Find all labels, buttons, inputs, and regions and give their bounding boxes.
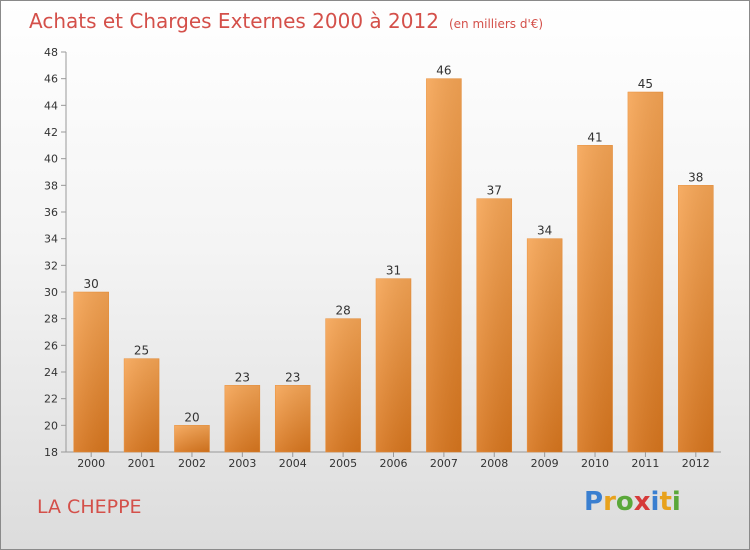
logo-letter: t	[659, 487, 672, 517]
place-name: LA CHEPPE	[37, 496, 142, 518]
x-tick-label: 2005	[329, 457, 357, 470]
chart-title: Achats et Charges Externes 2000 à 2012 (e…	[29, 9, 543, 33]
bar-shading	[426, 78, 462, 453]
x-tick-label: 2009	[531, 457, 559, 470]
x-tick-label: 2011	[631, 457, 659, 470]
logo-letter: P	[584, 487, 604, 517]
data-label: 31	[386, 264, 401, 278]
axes: 18 20 22 24 26 28 30 32 34 36 38 40 42 44 46 48	[44, 46, 721, 459]
y-tick-label: 36	[44, 206, 58, 219]
bar-shading	[275, 385, 311, 452]
x-tick-label: 2010	[581, 457, 609, 470]
x-tick-label: 2008	[480, 457, 508, 470]
bar-shading	[678, 185, 714, 453]
data-label: 23	[235, 370, 250, 384]
bar-shading	[224, 385, 260, 452]
data-label: 34	[537, 224, 552, 238]
x-tick-label: 2000	[77, 457, 105, 470]
x-tick-label: 2007	[430, 457, 458, 470]
x-tick-label: 2006	[380, 457, 408, 470]
data-label: 45	[638, 77, 653, 91]
data-label: 38	[688, 170, 703, 184]
bar-shading	[577, 145, 613, 453]
data-label: 37	[487, 184, 502, 198]
y-tick-label: 44	[44, 99, 58, 112]
bar-shading	[527, 238, 563, 452]
chart-subtitle: (en milliers d'€)	[448, 17, 544, 31]
x-tick-label: 2002	[178, 457, 206, 470]
y-tick-label: 34	[44, 233, 58, 246]
y-tick-label: 38	[44, 179, 58, 192]
y-tick-label: 42	[44, 126, 58, 139]
y-tick-label: 40	[44, 153, 58, 166]
x-tick-label: 2012	[682, 457, 710, 470]
logo-letter: i	[650, 487, 660, 517]
x-tick-label: 2004	[279, 457, 307, 470]
y-tick-label: 22	[44, 393, 58, 406]
logo-letter: i	[671, 487, 681, 517]
bar-shading	[124, 358, 160, 452]
data-label: 23	[285, 370, 300, 384]
logo-letter: o	[615, 487, 634, 517]
y-tick-label: 20	[44, 419, 58, 432]
proxiti-logo[interactable]: Proxiti	[584, 487, 681, 517]
bar-shading	[376, 278, 411, 452]
bar-shading	[73, 292, 109, 452]
data-label: 30	[84, 277, 99, 291]
y-tick-label: 26	[44, 339, 58, 352]
y-tick-label: 48	[44, 46, 58, 59]
logo-letter: r	[603, 487, 616, 517]
bar-shading	[476, 198, 512, 452]
labels: 2000 30 2001 25 2002 20 2003 23 2004 23 2005 28 2006…	[77, 64, 710, 470]
data-label: 46	[436, 64, 451, 78]
y-tick-label: 18	[44, 446, 58, 459]
logo-letter: x	[633, 487, 651, 517]
x-tick-label: 2001	[128, 457, 156, 470]
bar-shading	[325, 318, 361, 452]
bar-shading	[627, 92, 663, 452]
y-tick-label: 32	[44, 259, 58, 272]
y-tick-label: 24	[44, 366, 58, 379]
bar-shading	[174, 425, 210, 452]
bars	[73, 78, 714, 453]
data-label: 28	[335, 304, 350, 318]
y-tick-label: 30	[44, 286, 58, 299]
data-label: 41	[587, 130, 602, 144]
chart-title-text: Achats et Charges Externes 2000 à 2012	[29, 9, 439, 33]
data-label: 25	[134, 344, 149, 358]
y-tick-label: 28	[44, 313, 58, 326]
x-tick-label: 2003	[228, 457, 256, 470]
data-label: 20	[184, 410, 199, 424]
y-tick-label: 46	[44, 73, 58, 86]
